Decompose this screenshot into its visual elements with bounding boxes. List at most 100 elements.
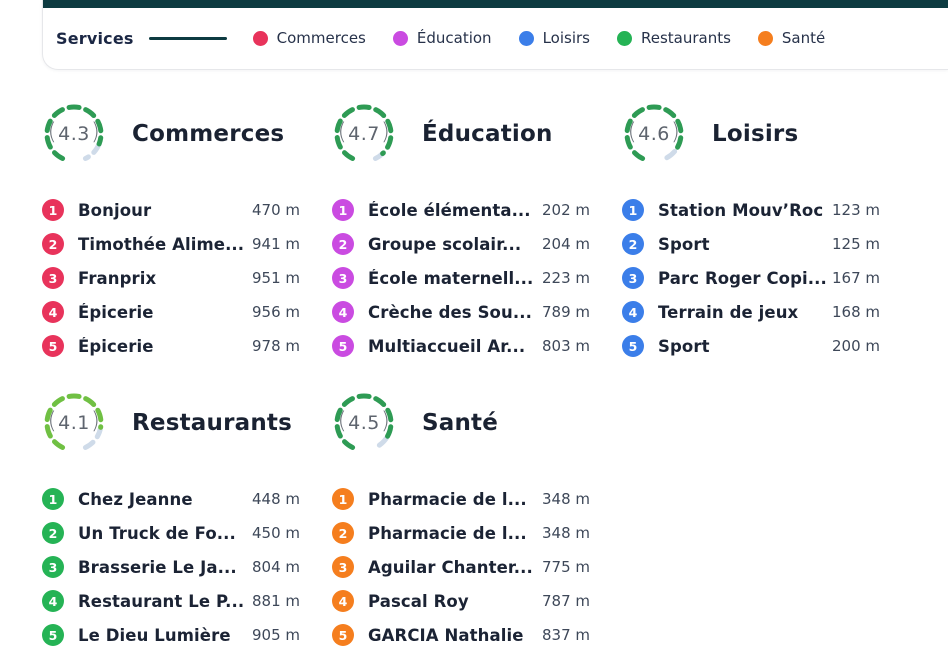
service-row[interactable]: 4 Crèche des Sou... 789 m: [332, 295, 590, 329]
service-name: Restaurant Le P...: [78, 591, 245, 611]
service-row[interactable]: 1 Pharmacie de l... 348 m: [332, 482, 590, 516]
section-header: 4.5 Santé: [332, 389, 590, 457]
service-name: Franprix: [78, 268, 157, 288]
service-name: Terrain de jeux: [658, 302, 799, 322]
rank-badge: 1: [332, 199, 354, 221]
service-row[interactable]: 5 Épicerie 978 m: [42, 329, 300, 363]
service-distance: 348 m: [541, 524, 590, 542]
legend-label: Loisirs: [542, 29, 590, 47]
legend-dot-education: [392, 30, 408, 46]
rank-badge: 2: [42, 233, 64, 255]
section-title: Loisirs: [712, 121, 799, 147]
service-name: Groupe scolair...: [368, 234, 522, 254]
service-row[interactable]: 5 Sport 200 m: [622, 329, 880, 363]
rank-badge: 5: [332, 624, 354, 646]
rank-badge: 2: [622, 233, 644, 255]
service-name: Station Mouv’Roc: [658, 200, 824, 220]
service-row[interactable]: 5 GARCIA Nathalie 837 m: [332, 618, 590, 652]
section-education: 4.7 Éducation 1 École élémenta... 202 m …: [332, 100, 590, 363]
service-distance: 223 m: [541, 269, 590, 287]
header-accent-bar: [43, 0, 948, 8]
service-row[interactable]: 4 Restaurant Le P... 881 m: [42, 584, 300, 618]
service-distance: 125 m: [831, 235, 880, 253]
legend-dot-loisirs: [518, 30, 534, 46]
service-distance: 803 m: [541, 337, 590, 355]
service-row[interactable]: 1 École élémenta... 202 m: [332, 193, 590, 227]
service-distance: 123 m: [831, 201, 880, 219]
service-name: Sport: [658, 234, 710, 254]
service-row[interactable]: 4 Épicerie 956 m: [42, 295, 300, 329]
services-legend: Commerces Éducation Loisirs Restaurants …: [252, 29, 825, 47]
service-name: Pharmacie de l...: [368, 523, 527, 543]
section-header: 4.7 Éducation: [332, 100, 590, 168]
rating-value: 4.5: [332, 391, 396, 455]
rank-badge: 2: [42, 522, 64, 544]
service-row[interactable]: 3 Franprix 951 m: [42, 261, 300, 295]
service-distance: 167 m: [831, 269, 880, 287]
service-distance: 204 m: [541, 235, 590, 253]
service-row[interactable]: 3 Aguilar Chanter... 775 m: [332, 550, 590, 584]
legend-item-restaurants[interactable]: Restaurants: [616, 29, 731, 47]
service-name: Épicerie: [78, 336, 154, 356]
legend-item-commerces[interactable]: Commerces: [252, 29, 366, 47]
service-row[interactable]: 1 Bonjour 470 m: [42, 193, 300, 227]
rank-badge: 1: [332, 488, 354, 510]
rank-badge: 5: [42, 335, 64, 357]
rating-gauge: 4.1: [42, 389, 106, 457]
legend-dot-sante: [757, 30, 773, 46]
service-list: 1 Bonjour 470 m 2 Timothée Alime... 941 …: [42, 193, 300, 363]
service-row[interactable]: 4 Terrain de jeux 168 m: [622, 295, 880, 329]
service-row[interactable]: 2 Timothée Alime... 941 m: [42, 227, 300, 261]
section-commerces: 4.3 Commerces 1 Bonjour 470 m 2 Timothée…: [42, 100, 300, 363]
legend-item-sante[interactable]: Santé: [757, 29, 825, 47]
service-row[interactable]: 1 Station Mouv’Roc 123 m: [622, 193, 880, 227]
service-name: Un Truck de Fo...: [78, 523, 236, 543]
service-row[interactable]: 1 Chez Jeanne 448 m: [42, 482, 300, 516]
service-name: Parc Roger Copi...: [658, 268, 826, 288]
section-header: 4.1 Restaurants: [42, 389, 300, 457]
service-row[interactable]: 2 Un Truck de Fo... 450 m: [42, 516, 300, 550]
section-sante: 4.5 Santé 1 Pharmacie de l... 348 m 2 Ph…: [332, 389, 590, 652]
services-header-card: Services Commerces Éducation Loisirs Res…: [42, 0, 948, 70]
title-underline: [148, 36, 227, 40]
service-distance: 978 m: [251, 337, 300, 355]
service-name: Bonjour: [78, 200, 152, 220]
header-content: Services Commerces Éducation Loisirs Res…: [56, 8, 948, 68]
rank-badge: 5: [332, 335, 354, 357]
legend-item-loisirs[interactable]: Loisirs: [518, 29, 590, 47]
rating-gauge: 4.3: [42, 100, 106, 168]
service-row[interactable]: 4 Pascal Roy 787 m: [332, 584, 590, 618]
service-name: École élémenta...: [368, 200, 531, 220]
service-distance: 448 m: [251, 490, 300, 508]
legend-item-education[interactable]: Éducation: [392, 29, 492, 47]
rank-badge: 1: [42, 199, 64, 221]
service-distance: 787 m: [541, 592, 590, 610]
service-distance: 951 m: [251, 269, 300, 287]
service-row[interactable]: 3 Brasserie Le Ja... 804 m: [42, 550, 300, 584]
section-header: 4.3 Commerces: [42, 100, 300, 168]
service-name: Multiaccueil Ar...: [368, 336, 526, 356]
rank-badge: 2: [332, 522, 354, 544]
service-row[interactable]: 2 Sport 125 m: [622, 227, 880, 261]
service-row[interactable]: 3 École maternell... 223 m: [332, 261, 590, 295]
sections-grid: 4.3 Commerces 1 Bonjour 470 m 2 Timothée…: [42, 100, 880, 652]
service-row[interactable]: 5 Multiaccueil Ar... 803 m: [332, 329, 590, 363]
service-row[interactable]: 2 Groupe scolair... 204 m: [332, 227, 590, 261]
rating-value: 4.1: [42, 391, 106, 455]
service-row[interactable]: 5 Le Dieu Lumière 905 m: [42, 618, 300, 652]
service-row[interactable]: 2 Pharmacie de l... 348 m: [332, 516, 590, 550]
service-distance: 941 m: [251, 235, 300, 253]
legend-dot-restaurants: [616, 30, 632, 46]
service-list: 1 Pharmacie de l... 348 m 2 Pharmacie de…: [332, 482, 590, 652]
section-title: Éducation: [422, 121, 553, 147]
rating-gauge: 4.7: [332, 100, 396, 168]
service-distance: 202 m: [541, 201, 590, 219]
services-title: Services: [56, 28, 134, 48]
service-name: Pharmacie de l...: [368, 489, 527, 509]
service-distance: 837 m: [541, 626, 590, 644]
service-name: GARCIA Nathalie: [368, 625, 524, 645]
service-row[interactable]: 3 Parc Roger Copi... 167 m: [622, 261, 880, 295]
legend-label: Commerces: [276, 29, 366, 47]
service-name: Timothée Alime...: [78, 234, 245, 254]
service-distance: 881 m: [251, 592, 300, 610]
